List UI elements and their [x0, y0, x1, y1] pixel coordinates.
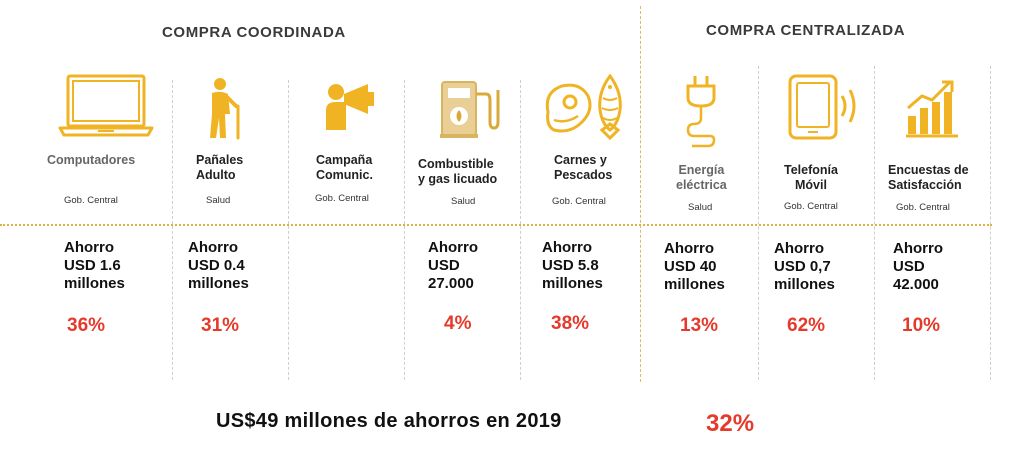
item-percent: 62%	[787, 315, 826, 336]
item-unit: Gob. Central	[896, 202, 950, 213]
item-saving: Ahorro USD 0.4 millones	[188, 239, 249, 292]
mobile-phone-icon	[786, 72, 862, 142]
bar-chart-icon	[904, 78, 960, 138]
row-divider	[0, 224, 992, 226]
item-percent: 38%	[551, 313, 590, 334]
item-saving: Ahorro USD 1.6 millones	[64, 239, 125, 292]
item-unit: Gob. Central	[552, 196, 606, 207]
item-unit: Gob. Central	[64, 195, 118, 206]
item-percent: 10%	[902, 315, 941, 336]
fuel-pump-icon	[438, 78, 502, 140]
column-divider	[758, 66, 759, 380]
section-divider	[640, 6, 641, 382]
item-percent: 4%	[444, 313, 472, 334]
item-percent: 36%	[67, 315, 106, 336]
power-plug-icon	[682, 74, 720, 154]
elderly-person-icon	[200, 76, 248, 140]
item-name: Campaña Comunic.	[316, 153, 373, 182]
item-name: Energía eléctrica	[676, 163, 727, 192]
item-unit: Salud	[688, 202, 713, 213]
column-divider	[874, 66, 875, 380]
heading-compra-centralizada: COMPRA CENTRALIZADA	[706, 22, 906, 39]
column-divider	[520, 80, 521, 380]
item-saving: Ahorro USD 42.000	[893, 240, 943, 293]
item-percent: 31%	[201, 315, 240, 336]
item-unit: Gob. Central	[315, 193, 369, 204]
laptop-icon	[58, 72, 154, 138]
item-name: Combustible y gas licuado	[418, 157, 498, 186]
item-percent: 13%	[680, 315, 719, 336]
column-divider	[172, 80, 173, 380]
item-name: Pañales Adulto	[196, 153, 244, 182]
summary-percent: 32%	[706, 410, 755, 437]
item-saving: Ahorro USD 40 millones	[664, 240, 725, 293]
item-unit: Salud	[451, 196, 476, 207]
item-saving: Ahorro USD 27.000	[428, 239, 478, 292]
heading-compra-coordinada: COMPRA COORDINADA	[162, 24, 346, 41]
item-saving: Ahorro USD 0,7 millones	[774, 240, 835, 293]
column-divider	[288, 80, 289, 380]
item-unit: Gob. Central	[784, 201, 838, 212]
item-name: Carnes y Pescados	[554, 153, 613, 182]
item-name: Telefonía Móvil	[784, 163, 838, 192]
item-saving: Ahorro USD 5.8 millones	[542, 239, 603, 292]
column-divider	[404, 80, 405, 380]
summary-text: US$49 millones de ahorros en 2019	[216, 410, 562, 432]
meat-fish-icon	[540, 72, 630, 140]
item-name: Computadores	[47, 153, 136, 167]
item-unit: Salud	[206, 195, 231, 206]
item-name: Encuestas de Satisfacción	[888, 163, 969, 192]
column-divider	[990, 66, 991, 380]
megaphone-person-icon	[324, 80, 378, 132]
